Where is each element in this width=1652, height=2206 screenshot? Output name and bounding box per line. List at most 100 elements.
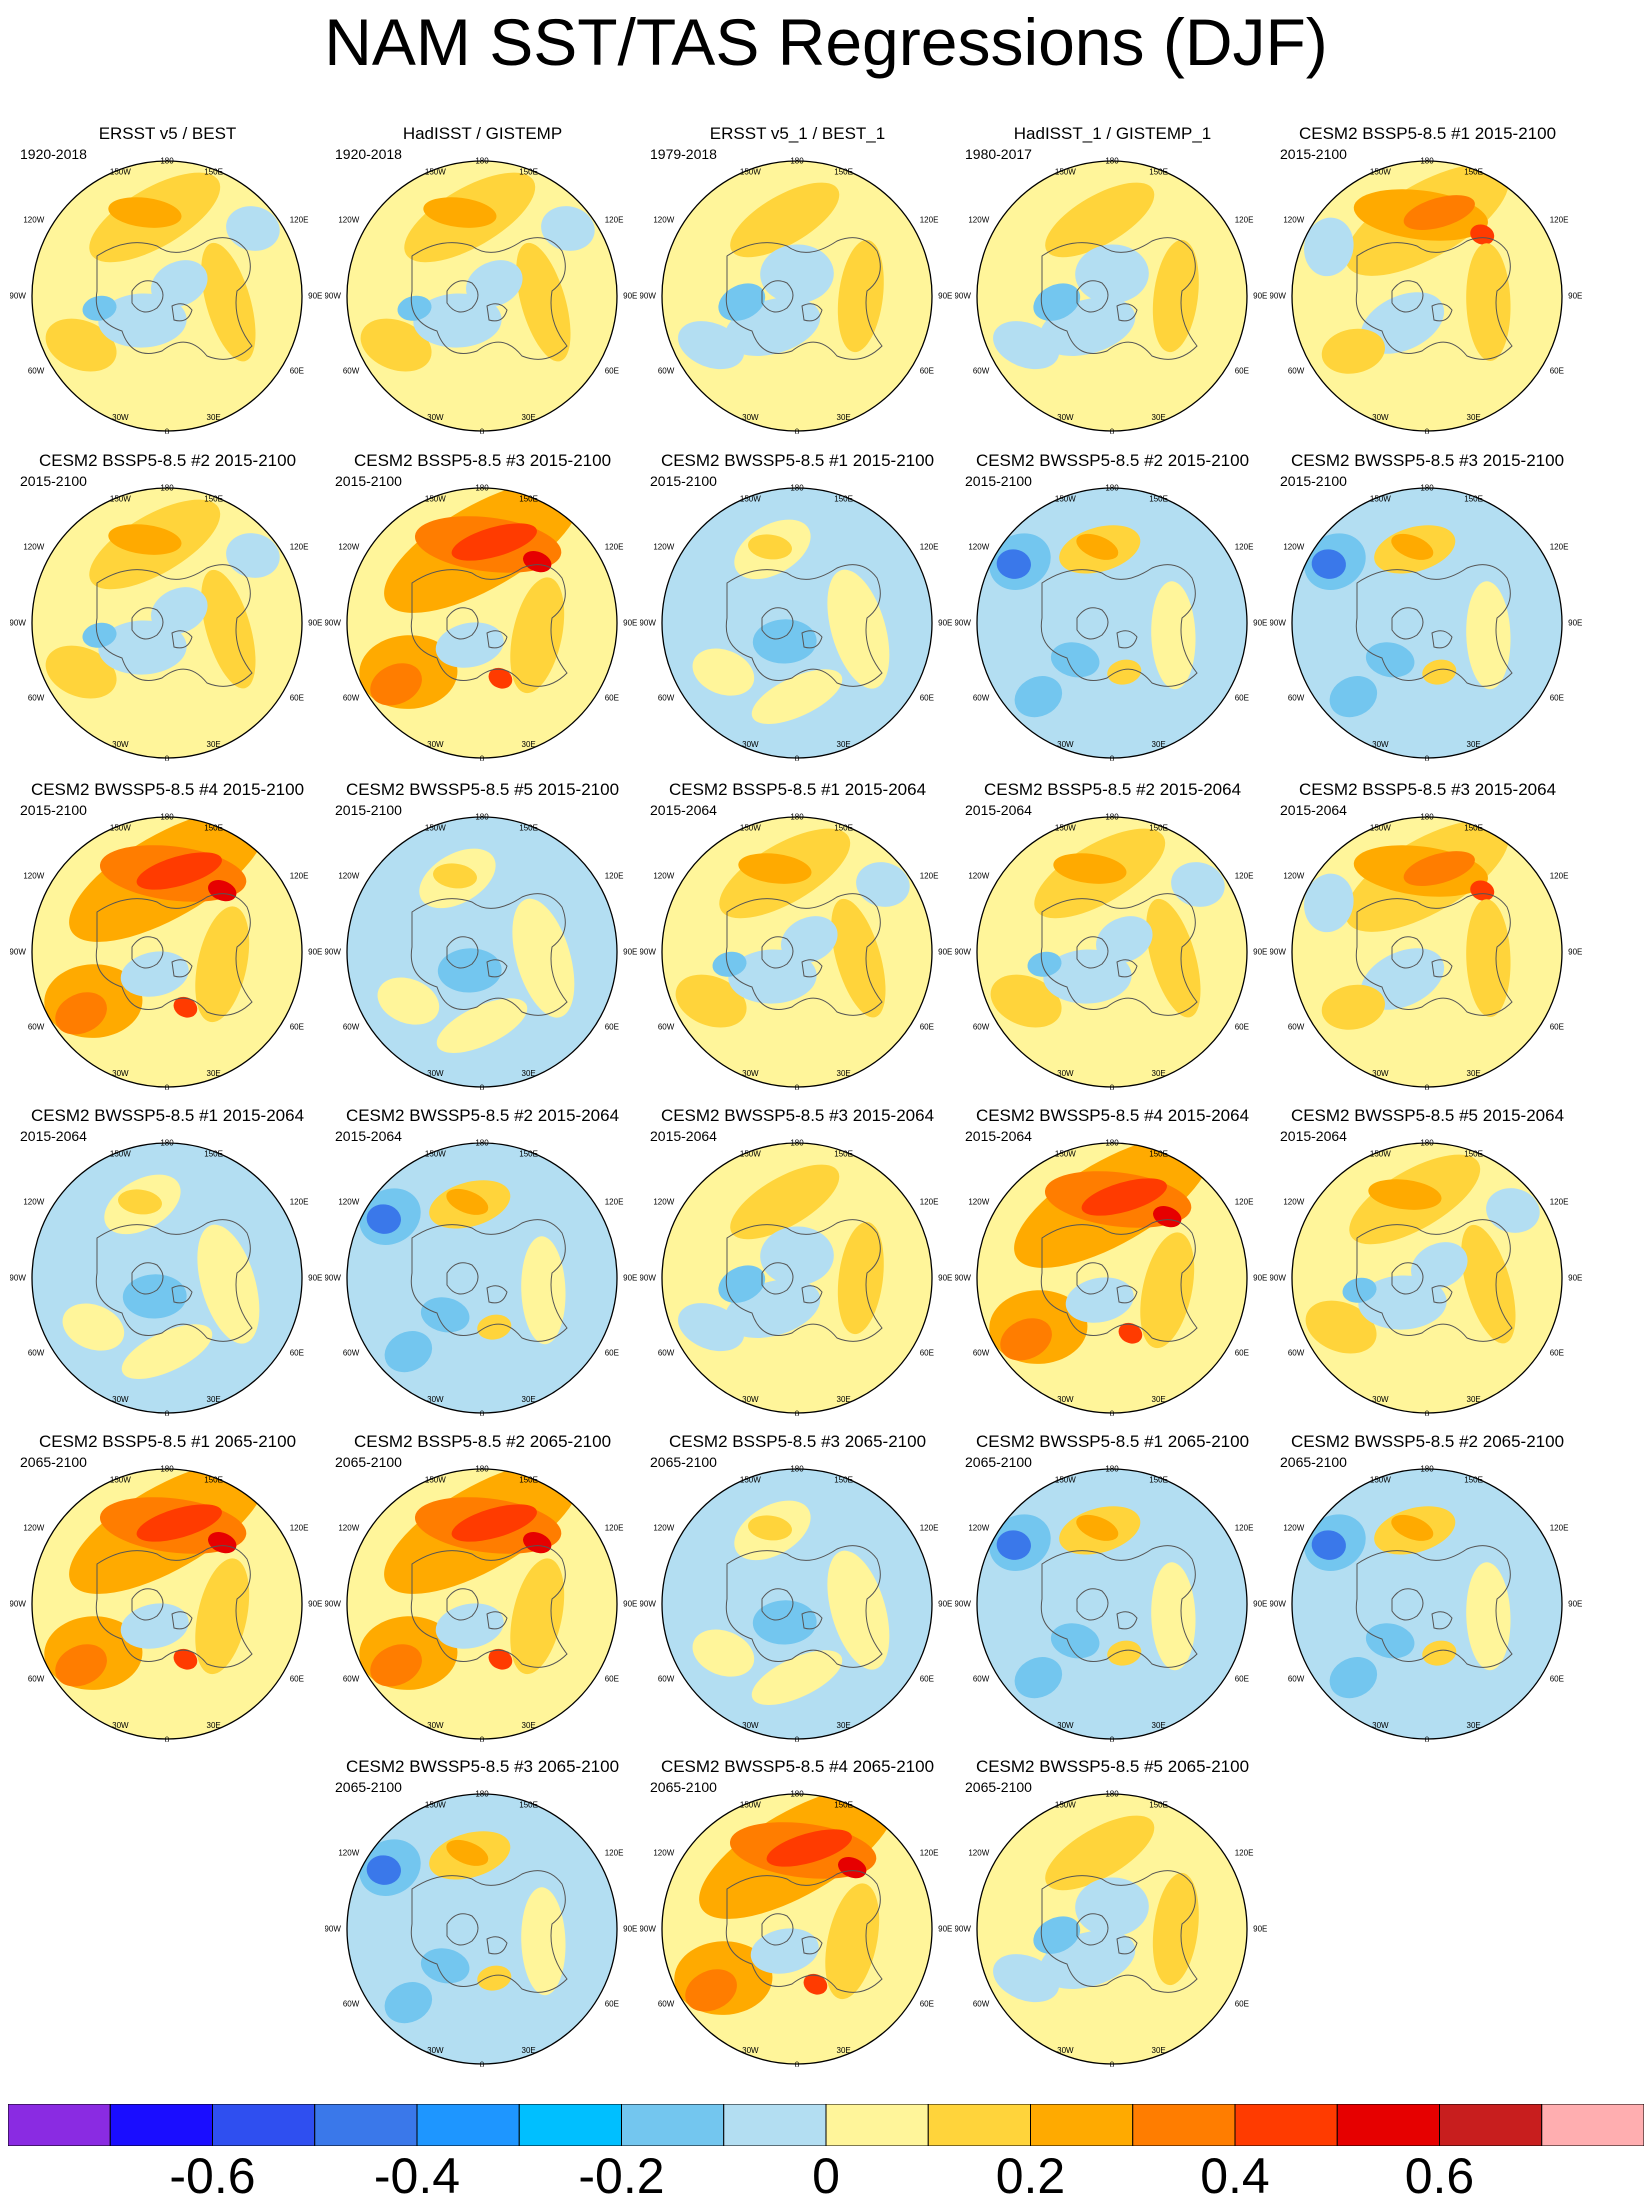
- regression-contour: [201, 569, 256, 689]
- polar-map: 180 0 150W 150E 120W 120E 90W 90E 60W 60E 30W 30E: [325, 1789, 637, 2067]
- map-panel: CESM2 BWSSP5-8.5 #4 2065-2100 2065-2100 18…: [640, 1757, 955, 2067]
- longitude-label: 30E: [1467, 1069, 1481, 1078]
- longitude-label: 120W: [338, 1197, 359, 1206]
- regression-contour: [1461, 1224, 1516, 1344]
- longitude-label: 0: [1110, 755, 1115, 761]
- polar-map: 180 0 150W 150E 120W 120E 90W 90E 60W 60E 30W 30E: [640, 483, 952, 761]
- regression-contour: [993, 1954, 1060, 2003]
- regression-contour: [748, 1515, 792, 1541]
- regression-contour: [1304, 873, 1354, 933]
- longitude-label: 150E: [1149, 168, 1168, 177]
- panel-period: 2015-2064: [650, 1128, 717, 1144]
- longitude-label: 90E: [1568, 1273, 1582, 1282]
- longitude-label: 60E: [1235, 693, 1249, 702]
- panel-title: CESM2 BWSSP5-8.5 #4 2065-2100: [660, 1757, 935, 1776]
- longitude-label: 60W: [1288, 1348, 1305, 1357]
- panel-title: HadISST / GISTEMP: [402, 124, 563, 143]
- regression-contour: [996, 549, 1031, 579]
- colorbar-segment: [1030, 2104, 1134, 2146]
- longitude-label: 120W: [23, 1523, 44, 1532]
- longitude-label: 120E: [605, 215, 624, 224]
- regression-contour: [1360, 948, 1445, 1010]
- regression-contour: [1045, 1815, 1155, 1891]
- regression-contour: [838, 1857, 867, 1879]
- panel-period: 2065-2100: [1280, 1454, 1347, 1470]
- longitude-label: 120W: [1283, 542, 1304, 551]
- coastline: [1040, 237, 1198, 360]
- longitude-label: 150E: [519, 1476, 538, 1485]
- longitude-label: 120E: [1235, 871, 1254, 880]
- panel-period: 2065-2100: [650, 1779, 717, 1795]
- map-panel: CESM2 BSSP5-8.5 #3 2065-2100 2065-2100 180…: [640, 1432, 955, 1742]
- map-panel: CESM2 BWSSP5-8.5 #1 2065-2100 2065-2100 18…: [955, 1432, 1270, 1742]
- longitude-label: 120E: [1550, 1197, 1569, 1206]
- map-border: [1291, 160, 1563, 432]
- regression-contour: [1000, 1318, 1052, 1361]
- polar-map: 180 0 150W 150E 120W 120E 90W 90E 60W 60E 30W 30E: [640, 812, 952, 1090]
- regression-contour: [208, 880, 237, 902]
- longitude-label: 30W: [742, 1721, 759, 1730]
- regression-contour: [1329, 676, 1378, 718]
- longitude-label: 30W: [742, 413, 759, 422]
- longitude-label: 60E: [290, 1348, 304, 1357]
- longitude-label: 150E: [834, 1801, 853, 1810]
- map-border: [1291, 1142, 1563, 1414]
- map-panel: CESM2 BWSSP5-8.5 #3 2015-2100 2015-2100 18…: [1270, 451, 1585, 761]
- regression-contour: [837, 1221, 884, 1335]
- regression-contour: [837, 239, 884, 353]
- regression-contour: [1045, 182, 1155, 258]
- map-border: [976, 816, 1248, 1088]
- longitude-label: 150E: [519, 168, 538, 177]
- coastline: [725, 893, 883, 1016]
- regression-contour: [856, 862, 910, 907]
- longitude-label: 30W: [1372, 1721, 1389, 1730]
- longitude-label: 90W: [640, 1599, 656, 1608]
- regression-contour: [685, 1969, 737, 2012]
- panel-period: 2015-2064: [335, 1128, 402, 1144]
- coastline: [1391, 1588, 1453, 1630]
- map-panel: ERSST v5_1 / BEST_1 1979-2018 180 0 150W 150E…: [640, 124, 955, 434]
- regression-contour: [477, 1314, 512, 1340]
- panel-title: CESM2 BSSP5-8.5 #2 2015-2100: [38, 451, 297, 470]
- regression-contour: [1470, 224, 1495, 245]
- regression-contour: [1050, 1623, 1100, 1659]
- regression-contour: [446, 1839, 489, 1866]
- coastline: [446, 1588, 508, 1630]
- longitude-label: 150W: [425, 1801, 446, 1810]
- regression-contour: [360, 318, 432, 372]
- panel-period: 2015-2100: [335, 473, 402, 489]
- longitude-label: 150W: [425, 168, 446, 177]
- regression-contour: [1081, 1178, 1167, 1216]
- longitude-label: 90E: [1253, 947, 1267, 956]
- longitude-label: 90E: [623, 618, 637, 627]
- longitude-label: 30E: [837, 1395, 851, 1404]
- panel-period: 2015-2064: [650, 802, 717, 818]
- longitude-label: 60E: [1550, 1348, 1564, 1357]
- regression-contour: [1403, 195, 1475, 230]
- polar-map: 180 0 150W 150E 120W 120E 90W 90E 60W 60E 30W 30E: [955, 1464, 1267, 1742]
- longitude-label: 150W: [1370, 824, 1391, 833]
- longitude-label: 30E: [522, 740, 536, 749]
- longitude-label: 60E: [1550, 366, 1564, 375]
- longitude-label: 30E: [1152, 1395, 1166, 1404]
- regression-contour: [1171, 862, 1225, 907]
- longitude-label: 0: [1110, 2061, 1115, 2067]
- longitude-label: 90W: [640, 1924, 656, 1933]
- longitude-label: 30W: [742, 2046, 759, 2055]
- regression-contour: [122, 1274, 187, 1319]
- panel-period: 2015-2064: [965, 802, 1032, 818]
- map-panel: CESM2 BWSSP5-8.5 #4 2015-2100 2015-2100 18…: [10, 780, 325, 1090]
- longitude-label: 90E: [308, 947, 322, 956]
- panel-title: CESM2 BWSSP5-8.5 #2 2015-2064: [345, 1106, 620, 1125]
- longitude-label: 30W: [427, 413, 444, 422]
- map-border: [31, 160, 303, 432]
- regression-contour: [730, 182, 840, 258]
- coastline: [1076, 280, 1138, 322]
- longitude-label: 120E: [605, 1197, 624, 1206]
- longitude-label: 60W: [1288, 1674, 1305, 1683]
- longitude-label: 150E: [519, 1150, 538, 1159]
- regression-contour: [208, 1532, 237, 1554]
- panel-title: CESM2 BWSSP5-8.5 #4 2015-2100: [30, 780, 305, 799]
- longitude-label: 120E: [290, 871, 309, 880]
- longitude-label: 90E: [1253, 1273, 1267, 1282]
